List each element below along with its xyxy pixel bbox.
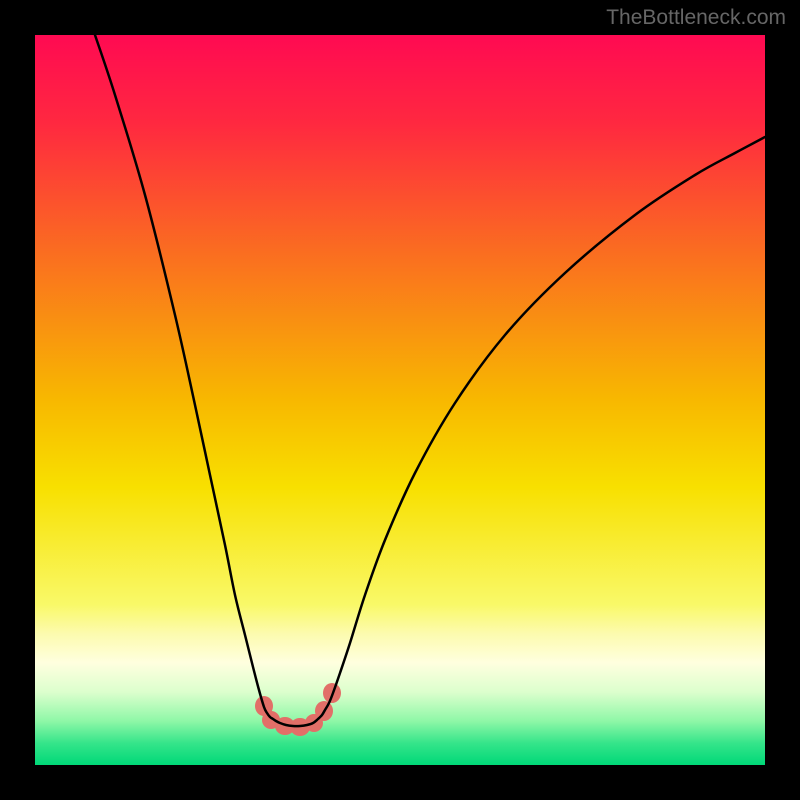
- watermark-text: TheBottleneck.com: [606, 6, 786, 30]
- chart-svg: [35, 35, 765, 765]
- chart-frame: TheBottleneck.com: [0, 0, 800, 800]
- plot-area: [35, 35, 765, 765]
- gradient-background: [35, 35, 765, 765]
